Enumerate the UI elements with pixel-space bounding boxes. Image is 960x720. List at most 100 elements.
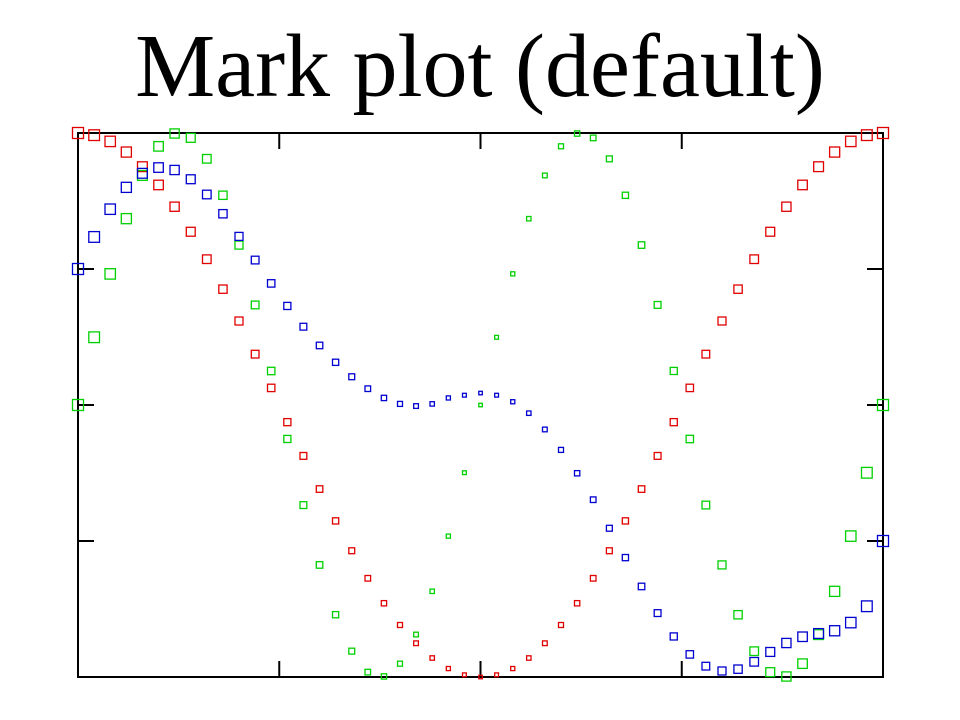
data-point [478,402,483,408]
data-point [621,553,630,562]
data-point [717,666,727,676]
data-point [331,610,340,619]
data-point [445,395,452,401]
data-point [541,640,548,647]
data-point [348,647,356,655]
data-point [669,366,678,376]
data-point [478,674,483,680]
data-point [525,655,532,661]
data-marks [71,126,890,682]
data-point [364,668,372,676]
data-point [153,140,164,152]
data-point [429,401,436,407]
data-point [685,650,695,659]
data-point [669,632,678,641]
data-point [557,143,565,150]
data-point [234,231,244,242]
data-point [348,547,356,555]
plot-frame [77,132,884,678]
data-point [136,161,148,173]
data-point [733,664,743,674]
data-point [765,667,776,678]
data-point [781,671,792,682]
data-point [234,240,244,250]
data-point [136,167,148,179]
data-point [88,331,101,344]
data-point [266,383,276,393]
data-point [797,631,808,643]
data-point [250,255,260,265]
data-point [331,517,340,525]
data-point [733,609,743,620]
data-point [413,640,420,647]
data-point [201,153,212,164]
data-point [637,485,646,493]
data-point [494,672,500,678]
data-point [876,398,890,412]
data-point [104,135,117,148]
data-point [153,179,164,191]
data-point [283,301,292,311]
data-point [396,400,404,408]
series-1 [71,126,890,680]
data-point [510,665,516,672]
data-point [685,383,695,393]
data-point [589,496,597,504]
data-point [860,129,873,142]
data-point [765,646,776,658]
data-point [429,588,436,595]
data-point [749,656,760,667]
data-point [589,574,597,582]
data-point [653,300,662,309]
data-point [669,417,678,427]
data-point [733,284,743,294]
data-point [541,426,548,433]
data-point [701,500,711,510]
data-point [331,358,340,367]
data-point [461,470,467,476]
data-point [813,627,825,640]
data-point [201,189,212,200]
data-point [445,533,452,539]
data-point [380,673,388,680]
data-point [573,469,581,477]
data-point [71,262,85,276]
data-point [153,162,164,173]
data-point [250,349,260,359]
data-point [104,268,117,280]
chart-title: Mark plot (default) [135,17,825,116]
data-point [299,451,308,460]
data-point [185,132,196,143]
data-point [844,530,857,542]
data-point [813,161,825,173]
data-point [844,135,857,148]
data-point [299,501,308,510]
data-point [525,410,532,417]
data-point [218,190,228,201]
data-point [589,134,597,142]
data-point [315,561,324,569]
data-point [685,434,695,444]
data-point [749,646,760,657]
series-2 [71,128,890,682]
data-point [876,534,890,548]
data-point [120,146,133,158]
data-point [380,599,388,607]
data-point [380,394,388,402]
data-point [71,126,85,140]
data-point [605,155,613,163]
data-point [461,672,467,678]
data-point [461,392,467,398]
data-point [573,599,581,607]
data-point [494,392,500,398]
data-point [621,517,630,525]
data-point [605,524,613,532]
data-point [717,560,727,570]
axis-ticks [77,132,884,678]
data-point [315,485,324,493]
data-point [653,609,662,618]
data-point [88,129,101,142]
data-point [429,655,436,661]
data-point [218,284,228,294]
data-point [860,466,873,479]
